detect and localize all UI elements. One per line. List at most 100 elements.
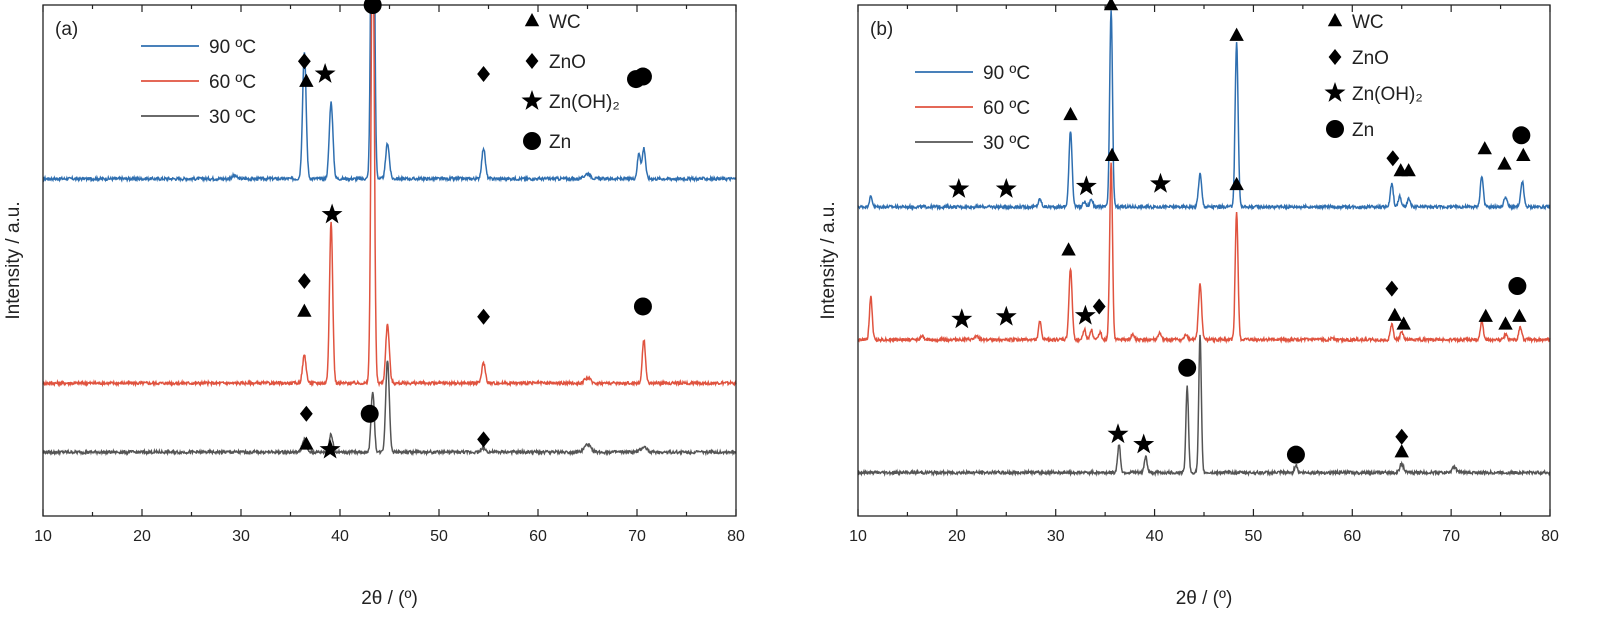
circle-marker-icon: [360, 404, 379, 423]
x-tick-label: 20: [133, 528, 151, 545]
x-tick-label: 70: [1442, 528, 1460, 545]
triangle-marker-icon: [1478, 308, 1493, 322]
legend-label: 30 ºC: [983, 133, 1030, 154]
marker-legend-label: ZnO: [549, 52, 586, 73]
legend-diamond-icon: [525, 53, 539, 69]
diamond-marker-icon: [477, 65, 490, 82]
chart-panel-b: 10 20 30 40 50 60 70 80 2θ / (º) Intensity / a.u.…: [818, 0, 1559, 609]
legend-star-icon: [521, 90, 543, 110]
triangle-marker-icon: [1477, 141, 1492, 155]
plot-frame: [857, 4, 1551, 517]
legend-triangle-icon: [1327, 13, 1343, 27]
diamond-marker-icon: [297, 53, 311, 70]
x-tick-label: 30: [1047, 528, 1065, 545]
star-marker-icon: [1150, 172, 1171, 193]
star-marker-icon: [948, 178, 970, 198]
legend-label: 30 ºC: [209, 107, 256, 128]
star-marker-icon: [1075, 175, 1097, 196]
series-line-30c: [42, 360, 737, 457]
legend-circle-icon: [1326, 120, 1344, 138]
legend-triangle-icon: [524, 13, 540, 27]
circle-marker-icon: [1512, 126, 1531, 145]
triangle-marker-icon: [1516, 147, 1531, 161]
star-marker-icon: [995, 305, 1017, 326]
star-marker-icon: [321, 203, 343, 224]
x-tick-label: 10: [34, 528, 52, 545]
diamond-marker-icon: [1386, 150, 1400, 167]
x-tick-label: 60: [529, 528, 547, 545]
x-tick-label: 40: [1146, 528, 1164, 545]
circle-marker-icon: [1508, 277, 1527, 296]
diamond-marker-icon: [297, 272, 311, 289]
marker-legend-label: ZnO: [1352, 48, 1389, 69]
star-marker-icon: [314, 63, 336, 83]
panel-label: (b): [870, 19, 893, 40]
triangle-marker-icon: [1396, 316, 1411, 330]
triangle-marker-icon: [1497, 156, 1512, 170]
star-marker-icon: [951, 308, 973, 329]
series-line-90c: [857, 10, 1551, 212]
diamond-marker-icon: [477, 431, 490, 448]
x-tick-label: 60: [1343, 528, 1361, 545]
legend-label: 90 ºC: [983, 63, 1030, 84]
x-tick-label: 50: [1245, 528, 1263, 545]
x-tick-label: 80: [1541, 528, 1559, 545]
x-tick-label: 10: [849, 528, 867, 545]
star-marker-icon: [1074, 304, 1096, 325]
circle-marker-icon: [363, 0, 382, 14]
marker-legend-label: Zn: [549, 132, 571, 153]
triangle-marker-icon: [1498, 316, 1513, 330]
y-axis-title: Intensity / a.u.: [818, 201, 839, 319]
triangle-marker-icon: [1061, 242, 1076, 256]
marker-legend-label: WC: [1352, 12, 1384, 33]
triangle-marker-icon: [1394, 444, 1409, 458]
circle-marker-icon: [1178, 358, 1197, 377]
marker-legend-label: Zn(OH)₂: [549, 92, 620, 113]
circle-marker-icon: [633, 297, 652, 316]
circle-marker-icon: [633, 67, 652, 86]
diamond-marker-icon: [1395, 428, 1409, 445]
legend-circle-icon: [523, 132, 541, 150]
marker-legend-label: Zn: [1352, 120, 1374, 141]
legend-star-icon: [1324, 82, 1346, 102]
triangle-marker-icon: [1103, 0, 1119, 11]
x-axis-title: 2θ / (º): [361, 588, 418, 609]
triangle-marker-icon: [297, 303, 312, 317]
triangle-marker-icon: [1104, 147, 1120, 161]
triangle-marker-icon: [299, 73, 314, 87]
series-line-60c: [857, 162, 1551, 345]
circle-marker-icon: [1286, 445, 1305, 464]
legend-label: 90 ºC: [209, 37, 256, 58]
diamond-marker-icon: [1092, 298, 1106, 315]
star-marker-icon: [319, 438, 341, 459]
x-axis-title: 2θ / (º): [1176, 588, 1233, 609]
triangle-marker-icon: [1229, 176, 1244, 191]
marker-legend-label: WC: [549, 12, 581, 33]
x-tick-label: 40: [331, 528, 349, 545]
triangle-marker-icon: [1063, 106, 1078, 121]
x-tick-label: 30: [232, 528, 250, 545]
star-marker-icon: [995, 178, 1017, 198]
triangle-marker-icon: [299, 436, 314, 450]
triangle-marker-icon: [1387, 307, 1402, 321]
star-marker-icon: [1133, 433, 1155, 454]
diamond-marker-icon: [477, 308, 490, 325]
x-tick-label: 80: [727, 528, 745, 545]
diamond-marker-icon: [299, 405, 313, 422]
triangle-marker-icon: [1229, 27, 1244, 41]
y-axis-title: Intensity / a.u.: [3, 201, 24, 319]
x-tick-label: 70: [628, 528, 646, 545]
series-line-30c: [857, 334, 1551, 477]
series-line-90c: [42, 0, 737, 183]
marker-legend-label: Zn(OH)₂: [1352, 84, 1423, 105]
legend-diamond-icon: [1328, 49, 1342, 65]
triangle-marker-icon: [1401, 163, 1416, 177]
triangle-marker-icon: [1512, 308, 1527, 322]
x-tick-label: 20: [948, 528, 966, 545]
legend-label: 60 ºC: [209, 72, 256, 93]
legend-label: 60 ºC: [983, 98, 1030, 119]
star-marker-icon: [1107, 423, 1129, 444]
chart-panel-a: 10 20 30 40 50 60 70 80 2θ / (º) Intensity / a.u.…: [3, 0, 745, 609]
x-tick-label: 50: [430, 528, 448, 545]
